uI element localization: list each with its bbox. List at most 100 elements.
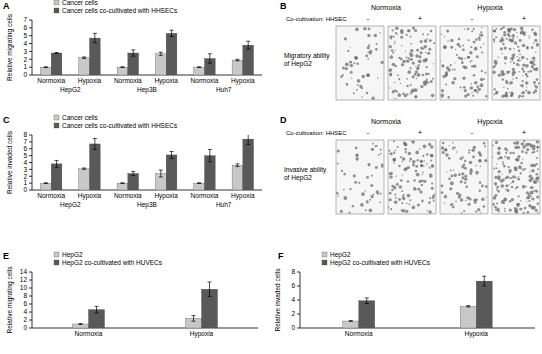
cell-dot <box>533 180 536 183</box>
cell-dot <box>507 88 509 90</box>
cell-dot <box>394 50 395 51</box>
cell-dot <box>370 184 373 187</box>
cell-dot <box>502 26 505 29</box>
cell-dot <box>517 46 519 48</box>
cell-dot <box>410 36 412 38</box>
cell-dot <box>337 163 339 165</box>
cell-dot <box>532 144 536 148</box>
cell-dot <box>505 92 508 95</box>
cell-dot <box>446 29 449 32</box>
cell-dot <box>390 152 393 155</box>
cell-dot <box>368 164 369 165</box>
cell-dot <box>461 172 464 175</box>
error-bar <box>131 171 135 175</box>
cell-dot <box>429 174 433 178</box>
cell-dot <box>520 200 521 201</box>
cell-dot <box>468 39 470 41</box>
cell-dot <box>404 94 407 97</box>
y-tick-label: 2 <box>23 316 27 323</box>
cell-dot <box>494 206 497 209</box>
cell-dot <box>511 186 513 188</box>
cell-dot <box>492 156 493 157</box>
legend-label: HepG2 co-cultivated with HUVECs <box>330 259 431 267</box>
cell-dot <box>444 195 447 198</box>
cell-dot <box>441 96 443 98</box>
cell-dot <box>494 30 496 32</box>
cell-dot <box>394 42 396 44</box>
group-label: Huh7 <box>216 86 232 93</box>
error-cap <box>235 166 239 167</box>
cell-dot <box>533 91 536 94</box>
cell-dot <box>365 190 366 191</box>
error-stem <box>209 54 210 63</box>
cell-dot <box>420 164 423 167</box>
cell-dot <box>462 45 464 47</box>
cell-dot <box>397 146 399 148</box>
cell-dot <box>534 151 536 153</box>
cell-dot <box>499 39 502 42</box>
cell-dot <box>485 185 488 188</box>
cell-dot <box>500 28 503 31</box>
cell-dot <box>365 209 367 211</box>
cell-dot <box>389 198 392 201</box>
cell-dot <box>497 151 501 155</box>
cell-dot <box>424 166 425 167</box>
cell-dot <box>484 145 486 147</box>
cell-dot <box>419 55 422 58</box>
cell-dot <box>509 92 510 93</box>
cell-dot <box>508 30 511 33</box>
error-cap <box>82 169 86 170</box>
bar <box>79 58 90 75</box>
cell-dot <box>412 163 415 166</box>
cell-dot <box>447 40 449 42</box>
cell-dot <box>400 36 403 39</box>
cell-dot <box>514 209 518 213</box>
cell-dot <box>337 149 340 152</box>
cell-dot <box>510 177 512 179</box>
cell-dot <box>414 29 417 32</box>
cell-dot <box>393 158 396 161</box>
cell-dot <box>467 28 469 30</box>
cell-dot <box>343 189 345 191</box>
cell-dot <box>474 81 478 85</box>
cell-dot <box>426 153 428 155</box>
error-bar <box>365 298 369 304</box>
cell-dot <box>523 70 526 73</box>
y-tick-label: 4 <box>23 308 27 315</box>
cell-dot <box>500 47 503 50</box>
error-cap <box>93 33 97 34</box>
cell-dot <box>450 39 453 42</box>
bar <box>243 45 254 75</box>
cell-dot <box>504 208 506 210</box>
cell-dot <box>410 84 412 86</box>
cell-dot <box>356 89 358 91</box>
cell-dot <box>351 78 352 79</box>
legend-label: HepG2 co-cultivated with HUVECs <box>62 259 163 267</box>
cell-dot <box>471 148 475 152</box>
error-cap <box>159 176 163 177</box>
cell-dot <box>398 198 401 201</box>
cell-dot <box>537 173 539 175</box>
error-cap <box>82 56 86 57</box>
cell-dot <box>464 160 466 162</box>
condition-label: Normoxia <box>371 118 401 125</box>
cell-dot <box>471 60 473 62</box>
y-tick <box>29 320 32 321</box>
cell-dot <box>472 95 474 97</box>
cell-dot <box>402 196 404 198</box>
error-stem <box>484 276 485 286</box>
y-tick <box>29 27 32 28</box>
cell-dot <box>500 184 504 188</box>
error-bar <box>131 50 135 56</box>
cell-dot <box>464 182 466 184</box>
cell-dot <box>341 170 343 172</box>
cell-dot <box>527 211 530 214</box>
cell-dot <box>349 61 352 64</box>
cell-dot <box>367 46 370 49</box>
cell-dot <box>352 205 354 207</box>
error-bar <box>170 30 174 36</box>
cell-dot <box>392 91 395 94</box>
error-cap <box>365 297 369 298</box>
cell-dot <box>394 82 396 84</box>
error-cap <box>95 312 99 313</box>
